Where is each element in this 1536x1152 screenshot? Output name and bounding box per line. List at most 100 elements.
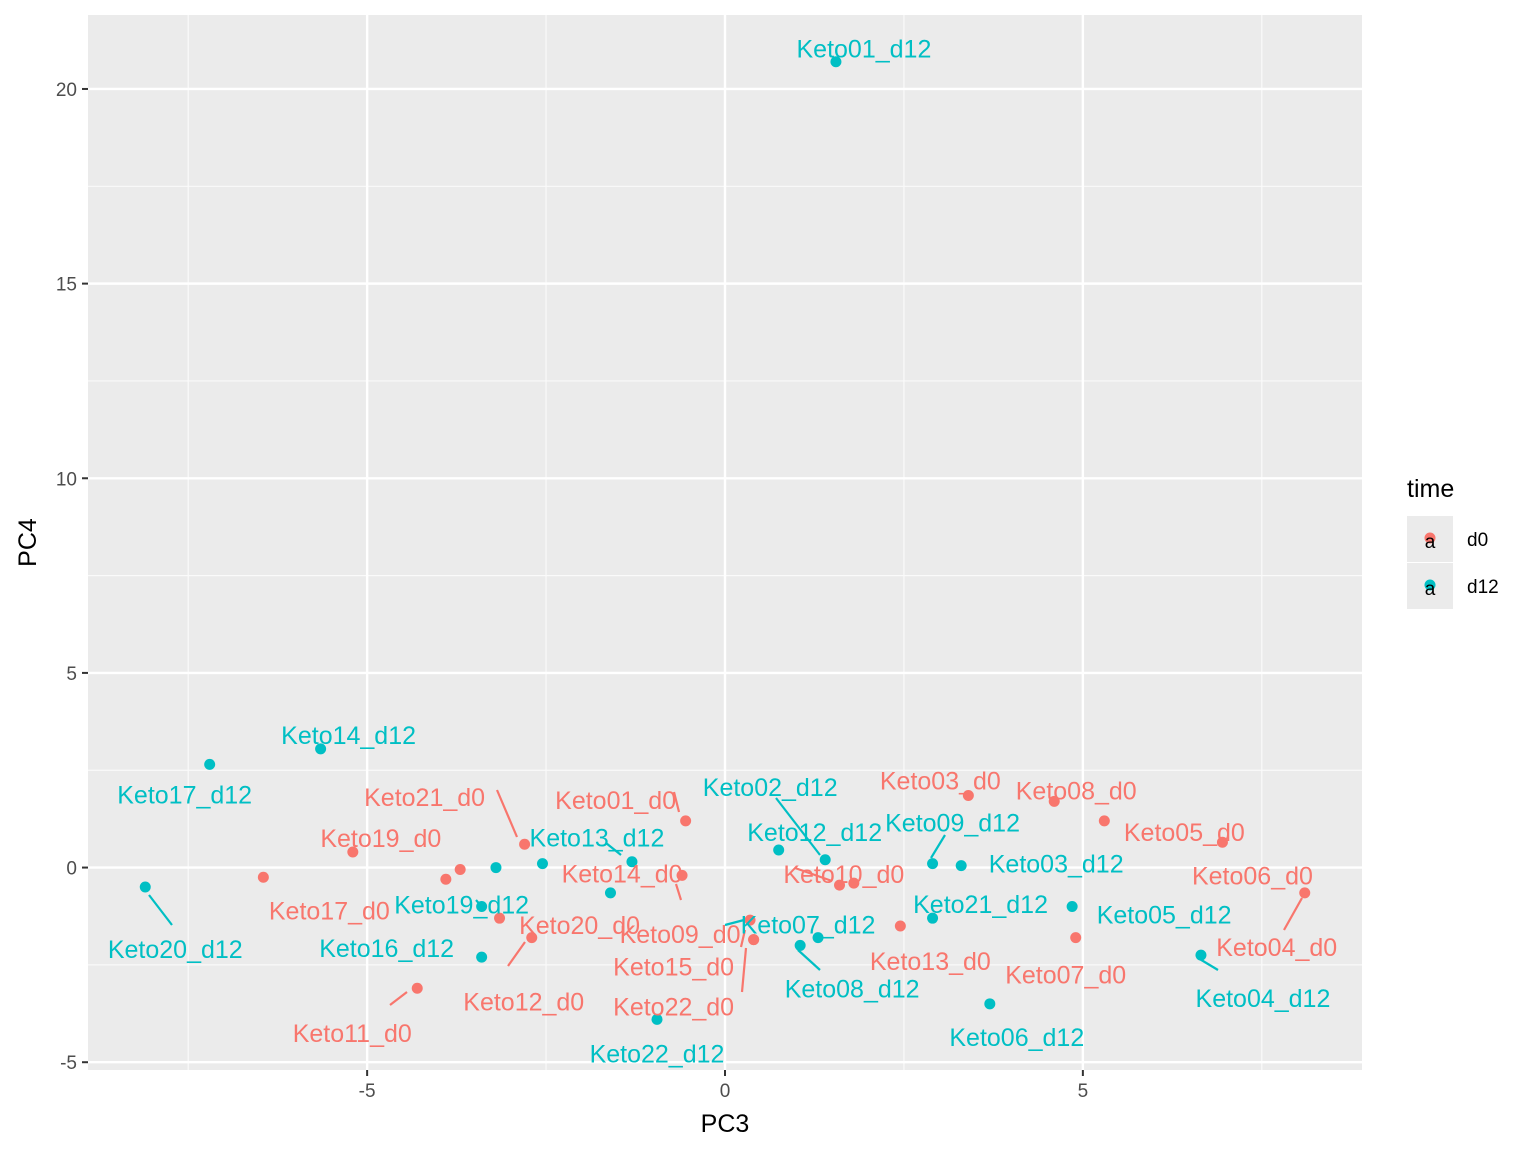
data-point-d0 bbox=[834, 879, 846, 891]
point-label: Keto20_d0 bbox=[519, 912, 640, 940]
leader-line bbox=[389, 991, 408, 1006]
legend-title: time bbox=[1407, 475, 1454, 503]
data-point-d0 bbox=[962, 790, 974, 802]
point-label: Keto21_d0 bbox=[364, 784, 485, 812]
legend-key-glyph: a bbox=[1425, 532, 1436, 553]
point-label: Keto11_d0 bbox=[293, 1020, 412, 1048]
data-point-d12 bbox=[476, 900, 488, 912]
point-label: Keto05_d0 bbox=[1124, 819, 1245, 847]
point-label: Keto12_d0 bbox=[463, 989, 584, 1017]
y-tick-label: 10 bbox=[56, 469, 77, 490]
data-point-d0 bbox=[1070, 932, 1082, 944]
point-label: Keto19_d0 bbox=[320, 825, 441, 853]
data-point-d0 bbox=[519, 838, 531, 850]
point-label: Keto20_d12 bbox=[108, 936, 243, 964]
point-label: Keto22_d12 bbox=[590, 1040, 725, 1068]
data-point-d12 bbox=[830, 56, 842, 68]
data-point-d12 bbox=[927, 858, 939, 870]
point-label: Keto01_d12 bbox=[797, 36, 932, 64]
data-points bbox=[139, 56, 1311, 1025]
y-axis-title: PC4 bbox=[14, 518, 42, 567]
y-tick-label: 15 bbox=[56, 275, 77, 296]
data-point-d0 bbox=[676, 869, 688, 881]
data-point-d0 bbox=[411, 982, 423, 994]
leader-line bbox=[1283, 897, 1303, 931]
point-label: Keto03_d12 bbox=[989, 851, 1124, 879]
data-point-d12 bbox=[604, 887, 616, 899]
data-point-d0 bbox=[257, 871, 269, 883]
point-label: Keto14_d12 bbox=[281, 722, 416, 750]
data-point-d12 bbox=[651, 1013, 663, 1025]
point-label: Keto22_d0 bbox=[613, 994, 734, 1022]
legend-key-point bbox=[1424, 532, 1436, 544]
point-label: Keto16_d12 bbox=[319, 935, 454, 963]
point-labels: Keto01_d0Keto03_d0Keto04_d0Keto05_d0Keto… bbox=[108, 36, 1337, 1069]
data-point-d12 bbox=[476, 951, 488, 963]
leader-line bbox=[794, 866, 833, 883]
point-label: Keto07_d0 bbox=[1005, 962, 1126, 990]
point-label: Keto07_d12 bbox=[741, 912, 876, 940]
point-label: Keto12_d12 bbox=[747, 819, 882, 847]
point-label: Keto15_d0 bbox=[613, 954, 734, 982]
x-tick-label: 5 bbox=[1078, 1081, 1089, 1102]
grid-major bbox=[88, 15, 1362, 1070]
point-label: Keto17_d12 bbox=[117, 781, 252, 809]
data-point-d12 bbox=[984, 998, 996, 1010]
leader-line bbox=[674, 883, 683, 901]
data-point-d12 bbox=[204, 758, 216, 770]
leader-line bbox=[740, 947, 748, 993]
leader-line bbox=[775, 797, 821, 856]
data-point-d12 bbox=[490, 862, 502, 874]
legend: time a d0 a d12 bbox=[1407, 475, 1499, 609]
data-point-d0 bbox=[848, 877, 860, 889]
point-label: Keto13_d12 bbox=[530, 825, 665, 853]
data-point-d12 bbox=[139, 881, 151, 893]
point-label: Keto10_d0 bbox=[783, 861, 904, 889]
x-tick-label: 0 bbox=[720, 1081, 731, 1102]
point-label: Keto19_d12 bbox=[394, 891, 529, 919]
data-point-d12 bbox=[819, 854, 831, 866]
y-tick-label: 5 bbox=[66, 664, 77, 685]
x-axis-title: PC3 bbox=[701, 1110, 750, 1138]
data-point-d0 bbox=[347, 846, 359, 858]
point-label: Keto06_d0 bbox=[1192, 862, 1313, 890]
data-point-d0 bbox=[744, 914, 756, 926]
legend-entry-label: d0 bbox=[1467, 530, 1488, 551]
leader-line bbox=[605, 842, 622, 856]
data-point-d0 bbox=[494, 912, 506, 924]
data-point-d12 bbox=[1195, 949, 1207, 961]
leader-line bbox=[148, 894, 173, 926]
data-point-d12 bbox=[927, 912, 939, 924]
data-point-d0 bbox=[894, 920, 906, 932]
point-label: Keto04_d0 bbox=[1216, 934, 1337, 962]
data-point-d0 bbox=[1048, 795, 1060, 807]
leader-line bbox=[507, 941, 526, 967]
data-point-d0 bbox=[440, 873, 452, 885]
point-label: Keto17_d0 bbox=[269, 897, 390, 925]
data-point-d0 bbox=[1299, 887, 1311, 899]
data-point-d12 bbox=[955, 860, 967, 872]
leader-line bbox=[724, 918, 745, 927]
data-point-d0 bbox=[1098, 815, 1110, 827]
label-leader-lines bbox=[148, 789, 1303, 1006]
point-label: Keto09_d0 bbox=[620, 921, 741, 949]
data-point-d12 bbox=[536, 858, 548, 870]
leader-line bbox=[672, 791, 681, 813]
data-point-d0 bbox=[526, 932, 538, 944]
y-tick-label: -5 bbox=[60, 1053, 77, 1074]
legend-key-point bbox=[1424, 579, 1436, 591]
legend-entry-label: d12 bbox=[1467, 577, 1499, 598]
leader-line bbox=[495, 789, 519, 838]
x-tick-label: -5 bbox=[359, 1081, 376, 1102]
point-label: Keto06_d12 bbox=[949, 1024, 1084, 1052]
y-tick-label: 20 bbox=[56, 80, 77, 101]
point-label: Keto13_d0 bbox=[870, 948, 991, 976]
point-label: Keto21_d12 bbox=[913, 891, 1048, 919]
data-point-d12 bbox=[773, 844, 785, 856]
data-point-d12 bbox=[1066, 900, 1078, 912]
point-label: Keto02_d12 bbox=[703, 774, 838, 802]
point-label: Keto01_d0 bbox=[555, 787, 676, 815]
data-point-d12 bbox=[812, 932, 824, 944]
point-label: Keto09_d12 bbox=[885, 810, 1020, 838]
